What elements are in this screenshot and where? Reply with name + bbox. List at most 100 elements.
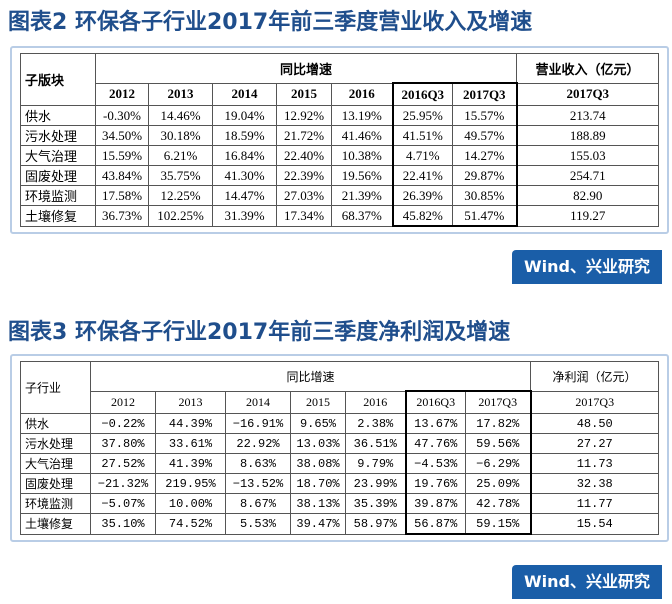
cell: −21.32%: [90, 473, 156, 494]
cell: −4.53%: [404, 453, 466, 474]
cell: 25.09%: [465, 473, 532, 494]
header-cell: 净利润（亿元）: [530, 361, 659, 392]
column-header: 2015: [290, 390, 346, 414]
cell: 12.92%: [276, 105, 332, 126]
cell: 39.87%: [404, 493, 466, 514]
cell: 27.52%: [90, 453, 156, 474]
cell: 74.52%: [155, 513, 226, 535]
cell: 59.56%: [465, 433, 532, 454]
cell: 102.25%: [148, 205, 213, 227]
cell: 19.76%: [404, 473, 466, 494]
data-row: 土壤修复 35.10% 74.52% 5.53% 39.47% 58.97% 56.87% 5…: [20, 513, 659, 535]
cell: 15.54: [530, 513, 659, 535]
data-row: 环境监测 17.58% 12.25% 14.47% 27.03% 21.39% 26.39%…: [20, 185, 659, 206]
cell: 27.03%: [276, 185, 332, 206]
cell: 18.70%: [290, 473, 346, 494]
cell: 2.38%: [345, 413, 406, 434]
column-header: 2016Q3: [404, 390, 466, 414]
source-badge: Wind、兴业研究: [512, 565, 662, 599]
header-cell: 子行业: [20, 361, 91, 414]
column-header: 2014: [212, 82, 277, 106]
row-label: 固废处理: [20, 165, 96, 186]
cell: 36.51%: [345, 433, 406, 454]
header-cell: 子版块: [20, 53, 96, 106]
cell: 11.73: [530, 453, 659, 474]
cell: 17.82%: [465, 413, 532, 434]
header-cell: 营业收入（亿元）: [516, 53, 659, 84]
subheader-row: 2012 2013 2014 2015 2016 2016Q3 2017Q3 2017Q3: [21, 390, 659, 414]
figure-title: 图表2 环保各子行业2017年前三季度营业收入及增速: [8, 10, 533, 35]
cell: 14.46%: [148, 105, 213, 126]
cell: 41.39%: [155, 453, 226, 474]
cell: 48.50: [530, 413, 659, 434]
column-header: 2014: [225, 390, 291, 414]
cell: 51.47%: [452, 205, 518, 227]
cell: 22.39%: [276, 165, 332, 186]
cell: 22.40%: [276, 145, 332, 166]
column-header: 2012: [90, 390, 156, 414]
data-table: 子版块 同比增速 营业收入（亿元） 2012 2013 2014 2015 2016 2016Q…: [20, 53, 659, 227]
column-header: 2013: [148, 82, 213, 106]
cell: 14.27%: [452, 145, 518, 166]
cell: 213.74: [516, 105, 659, 126]
cell: 13.19%: [331, 105, 393, 126]
cell: 68.37%: [331, 205, 393, 227]
cell: 11.77: [530, 493, 659, 514]
cell: 49.57%: [452, 125, 518, 146]
column-header: 2017Q3: [452, 82, 518, 106]
cell: 31.39%: [212, 205, 277, 227]
cell: −6.29%: [465, 453, 532, 474]
cell: 34.50%: [95, 125, 149, 146]
cell: 59.15%: [465, 513, 532, 535]
row-label: 环境监测: [20, 185, 96, 206]
cell: 30.18%: [148, 125, 213, 146]
column-header: 2016: [331, 82, 393, 106]
cell: −0.22%: [90, 413, 156, 434]
data-row: 大气治理 27.52% 41.39% 8.63% 38.08% 9.79% −4.53% −6…: [20, 453, 659, 474]
cell: 58.97%: [345, 513, 406, 535]
cell: 219.95%: [155, 473, 226, 494]
row-label: 土壤修复: [20, 205, 96, 227]
cell: -0.30%: [95, 105, 149, 126]
cell: 21.39%: [331, 185, 393, 206]
cell: 155.03: [516, 145, 659, 166]
row-label: 固废处理: [20, 473, 91, 494]
cell: 12.25%: [148, 185, 213, 206]
cell: 22.41%: [391, 165, 453, 186]
cell: 19.04%: [212, 105, 277, 126]
column-header: 2017Q3: [465, 390, 532, 414]
header-cell: 同比增速: [90, 361, 531, 392]
cell: 41.46%: [331, 125, 393, 146]
cell: 41.51%: [391, 125, 453, 146]
data-row: 供水 −0.22% 44.39% −16.91% 9.65% 2.38% 13.67% 17.…: [20, 413, 659, 434]
column-header: 2017Q3: [530, 390, 659, 414]
row-label: 大气治理: [20, 145, 96, 166]
cell: 6.21%: [148, 145, 213, 166]
cell: 37.80%: [90, 433, 156, 454]
cell: 33.61%: [155, 433, 226, 454]
cell: 38.08%: [290, 453, 346, 474]
cell: 15.59%: [95, 145, 149, 166]
cell: 82.90: [516, 185, 659, 206]
cell: 36.73%: [95, 205, 149, 227]
cell: 26.39%: [391, 185, 453, 206]
data-row: 供水 -0.30% 14.46% 19.04% 12.92% 13.19% 25.95% 15…: [20, 105, 659, 126]
cell: 13.03%: [290, 433, 346, 454]
cell: 30.85%: [452, 185, 518, 206]
cell: 8.63%: [225, 453, 291, 474]
cell: 32.38: [530, 473, 659, 494]
cell: 44.39%: [155, 413, 226, 434]
cell: 22.92%: [225, 433, 291, 454]
data-row: 环境监测 −5.07% 10.00% 8.67% 38.13% 35.39% 39.87% 4…: [20, 493, 659, 514]
column-header: 2013: [155, 390, 226, 414]
cell: 45.82%: [391, 205, 453, 227]
row-label: 供水: [20, 105, 96, 126]
table-frame: 子版块 同比增速 营业收入（亿元） 2012 2013 2014 2015 2016 2016Q…: [10, 46, 669, 234]
cell: 119.27: [516, 205, 659, 227]
cell: 9.79%: [345, 453, 406, 474]
cell: 17.34%: [276, 205, 332, 227]
cell: 10.38%: [331, 145, 393, 166]
row-label: 环境监测: [20, 493, 91, 514]
cell: 43.84%: [95, 165, 149, 186]
cell: 18.59%: [212, 125, 277, 146]
